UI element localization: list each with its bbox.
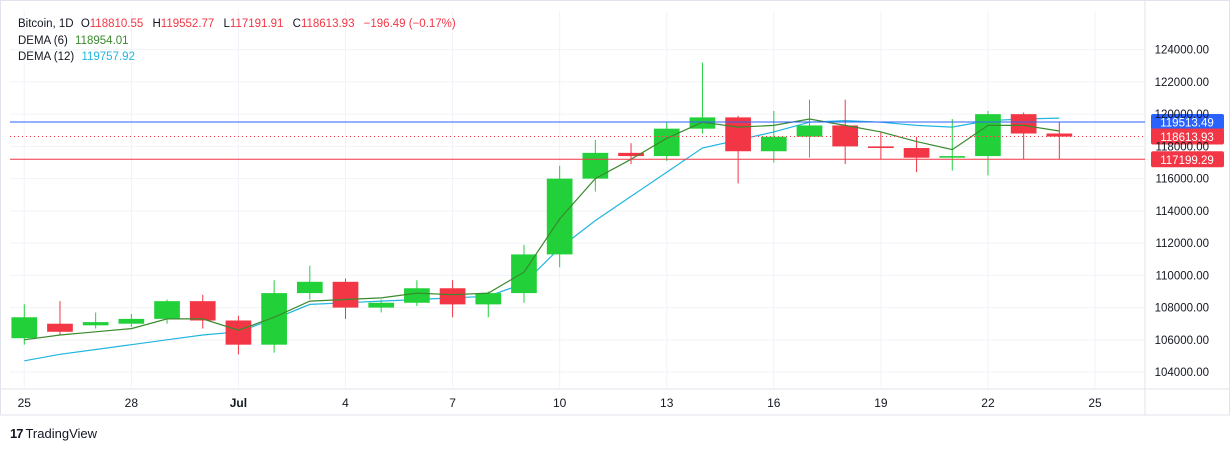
x-tick-label: 10: [553, 396, 567, 410]
high-key: H: [152, 18, 161, 30]
candle-body: [618, 152, 644, 157]
candle-body: [975, 114, 1001, 157]
y-tick-label: 110000.00: [1155, 270, 1209, 282]
price-axis-label-bg: [1151, 114, 1224, 131]
tradingview-logo-icon: 17: [10, 426, 24, 441]
close-value: 118613.93: [300, 18, 355, 30]
candle-body: [903, 148, 930, 158]
symbol-label: Bitcoin, 1D: [18, 18, 74, 30]
candle-body: [1010, 114, 1037, 134]
x-tick-label: 25: [1088, 396, 1102, 410]
candle-body: [832, 125, 859, 147]
candle-body: [868, 146, 894, 149]
candle-body: [296, 281, 323, 294]
x-tick-label: 7: [449, 396, 456, 410]
candle-body: [546, 178, 573, 255]
y-tick-label: 122000.00: [1155, 77, 1209, 89]
price-chart[interactable]: 119513.49 118613.93 117199.29 104000.00 106…: [0, 0, 1230, 421]
candle-body: [475, 293, 502, 305]
dema12-value: 119757.92: [81, 51, 135, 63]
candle-body: [511, 254, 537, 294]
candle-body: [118, 318, 145, 324]
candle-body: [439, 288, 466, 305]
brand-name: TradingView: [25, 426, 98, 441]
chart-legend: Bitcoin, 1D O118810.55 H119552.77 L11719…: [18, 16, 462, 66]
x-tick-label: 22: [981, 396, 995, 410]
y-tick-label: 116000.00: [1155, 174, 1209, 186]
low-value: 117191.91: [229, 18, 284, 30]
y-tick-label: 104000.00: [1155, 367, 1209, 379]
candle-body: [725, 117, 751, 152]
candle-body: [1046, 133, 1073, 137]
low-key: L: [223, 18, 230, 30]
candle-body: [796, 125, 823, 137]
candle-body: [225, 320, 252, 345]
y-tick-label: 112000.00: [1155, 238, 1209, 250]
candle-body: [689, 117, 716, 129]
candle-body: [11, 317, 38, 339]
price-axis-label-bg: [1151, 151, 1224, 168]
y-tick-label: 108000.00: [1155, 303, 1209, 315]
candle-body: [939, 156, 966, 158]
open-key: O: [80, 18, 90, 30]
x-tick-label: 16: [767, 396, 781, 410]
price-axis-label-bg: [1151, 128, 1224, 145]
candle-body: [653, 128, 680, 157]
tradingview-brand[interactable]: 17 TradingView: [10, 426, 97, 441]
close-key: C: [292, 18, 301, 30]
y-tick-label: 114000.00: [1155, 206, 1209, 218]
candle-body: [47, 323, 73, 332]
x-tick-label: 28: [125, 396, 139, 410]
open-value: 118810.55: [89, 18, 144, 30]
candle-body: [404, 288, 430, 303]
x-tick-label: 19: [874, 396, 888, 410]
high-value: 119552.77: [160, 18, 215, 30]
candle-body: [189, 301, 216, 321]
ohlc-row: Bitcoin, 1D O118810.55 H119552.77 L11719…: [18, 16, 462, 33]
chart-frame[interactable]: 119513.49 118613.93 117199.29 104000.00 106…: [0, 0, 1230, 421]
candle-body: [368, 302, 395, 308]
dema6-value: 118954.01: [75, 34, 129, 47]
y-tick-label: 124000.00: [1155, 45, 1209, 57]
dema6-series-line: [24, 118, 1060, 341]
y-tick-label: 120000.00: [1155, 109, 1209, 121]
change-value: −196.49 (−0.17%): [363, 18, 456, 30]
candle-body: [760, 136, 787, 152]
x-tick-label: 13: [660, 396, 674, 410]
x-tick-label: Jul: [230, 396, 247, 410]
dema12-row: DEMA (12) 119757.92: [18, 49, 462, 66]
y-tick-label: 106000.00: [1155, 335, 1209, 347]
dema6-label: DEMA (6): [18, 34, 68, 47]
price-axis-label: 119513.49: [1160, 118, 1214, 130]
price-axis-label: 118613.93: [1160, 132, 1214, 144]
dema12-series-line: [24, 117, 1060, 362]
y-tick-label: 118000.00: [1155, 141, 1209, 153]
x-tick-label: 25: [18, 396, 32, 410]
candle-body: [154, 301, 180, 319]
candle-body: [582, 152, 609, 179]
chart-border: [0, 0, 1230, 416]
x-tick-label: 4: [342, 396, 349, 410]
price-axis-label: 117199.29: [1160, 155, 1214, 167]
candle-body: [82, 322, 109, 326]
dema12-label: DEMA (12): [18, 51, 75, 63]
candle-body: [261, 293, 287, 345]
dema6-row: DEMA (6) 118954.01: [18, 33, 462, 50]
candle-body: [332, 281, 359, 308]
